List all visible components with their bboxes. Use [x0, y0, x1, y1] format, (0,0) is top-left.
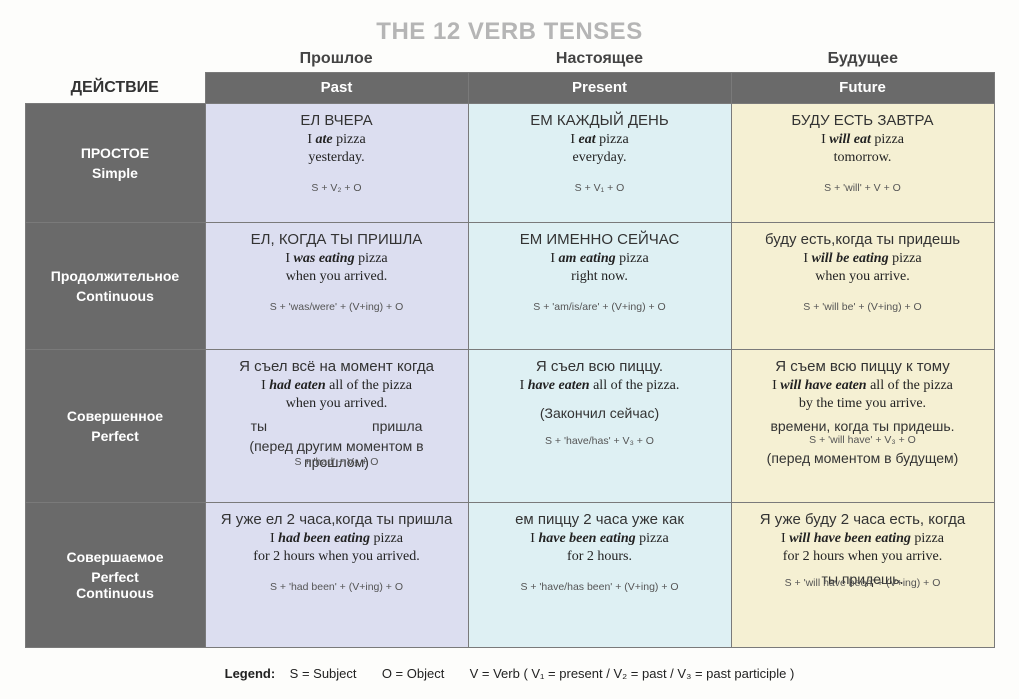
col-header-present: Present	[468, 73, 731, 104]
cell-perfect-present: Я съел всю пиццу. I have eaten all of th…	[468, 349, 731, 502]
cell-perfcont-past: Я уже ел 2 часа,когда ты пришла I had be…	[205, 502, 468, 647]
aspect-continuous: Продолжительное Continuous	[25, 222, 205, 349]
cell-perfect-past: Я съел всё на момент когда I had eaten a…	[205, 349, 468, 502]
cell-perfcont-present: ем пиццу 2 часа уже как I have been eati…	[468, 502, 731, 647]
cell-continuous-past: ЕЛ, КОГДА ТЫ ПРИШЛА I was eating pizzawh…	[205, 222, 468, 349]
page-title: THE 12 VERB TENSES	[25, 18, 995, 46]
tenses-grid: ДЕЙСТВИЕ Past Present Future ПРОСТОЕ Sim…	[25, 72, 995, 648]
verb-tenses-table: THE 12 VERB TENSES Прошлое Настоящее Буд…	[25, 18, 995, 681]
top-russian-labels: Прошлое Настоящее Будущее	[25, 48, 995, 72]
top-label-future: Будущее	[731, 48, 994, 72]
cell-continuous-present: ЕМ ИМЕННО СЕЙЧАС I am eating pizzaright …	[468, 222, 731, 349]
cell-perfcont-future: Я уже буду 2 часа есть, когда I will hav…	[731, 502, 994, 647]
col-header-future: Future	[731, 73, 994, 104]
aspect-simple: ПРОСТОЕ Simple	[25, 103, 205, 222]
cell-perfect-future: Я съем всю пиццу к тому I will have eate…	[731, 349, 994, 502]
col-header-past: Past	[205, 73, 468, 104]
row-continuous: Продолжительное Continuous ЕЛ, КОГДА ТЫ …	[25, 222, 994, 349]
row-perfect: Совершенное Perfect Я съел всё на момент…	[25, 349, 994, 502]
legend: Legend: S = Subject O = Object V = Verb …	[25, 666, 995, 681]
cell-simple-future: БУДУ ЕСТЬ ЗАВТРА I will eat pizzatomorro…	[731, 103, 994, 222]
top-label-present: Настоящее	[468, 48, 731, 72]
cell-simple-past: ЕЛ ВЧЕРА I ate pizzayesterday. S + V₂ + …	[205, 103, 468, 222]
top-label-past: Прошлое	[205, 48, 468, 72]
aspect-perfect-continuous: Совершаемое PerfectContinuous	[25, 502, 205, 647]
cell-simple-present: ЕМ КАЖДЫЙ ДЕНЬ I eat pizzaeveryday. S + …	[468, 103, 731, 222]
action-header: ДЕЙСТВИЕ	[25, 73, 205, 104]
header-row: ДЕЙСТВИЕ Past Present Future	[25, 73, 994, 104]
row-simple: ПРОСТОЕ Simple ЕЛ ВЧЕРА I ate pizzayeste…	[25, 103, 994, 222]
row-perfect-continuous: Совершаемое PerfectContinuous Я уже ел 2…	[25, 502, 994, 647]
cell-continuous-future: буду есть,когда ты придешь I will be eat…	[731, 222, 994, 349]
aspect-perfect: Совершенное Perfect	[25, 349, 205, 502]
